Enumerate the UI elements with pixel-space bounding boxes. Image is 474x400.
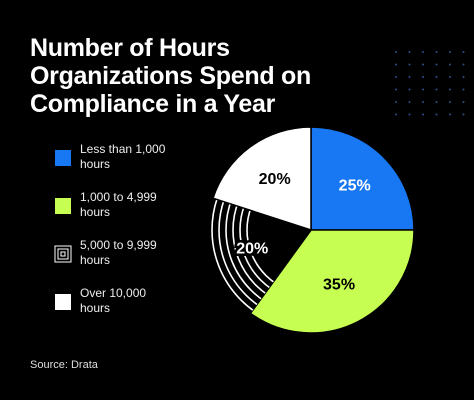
legend-label: 5,000 to 9,999 hours (80, 238, 157, 267)
decor-dot (422, 101, 424, 103)
data-label: 20% (259, 171, 291, 188)
decor-dot (395, 51, 397, 53)
decor-dot (395, 113, 397, 116)
hatch-arc (232, 198, 311, 309)
decor-dot (449, 63, 451, 66)
hatch-arc (225, 198, 311, 314)
hatch (211, 198, 311, 314)
decor-dot (395, 76, 397, 78)
decor-dot (408, 51, 411, 53)
pie-slice (249, 229, 415, 334)
decor-dot (435, 88, 438, 91)
decor-dot (422, 113, 424, 116)
hatch-arc (239, 198, 311, 302)
legend-hatch (60, 251, 66, 257)
data-label: 35% (323, 276, 355, 293)
data-label: 20% (236, 240, 268, 257)
chart-title: Number of Hours Organizations Spend on C… (30, 34, 311, 118)
decor-dot (422, 76, 424, 78)
decor-dot (408, 113, 411, 116)
decor-dot (408, 76, 411, 78)
decor-dot (422, 63, 424, 66)
decor-dot (435, 63, 438, 66)
pie-slice (212, 126, 312, 232)
pie-slice (310, 126, 415, 231)
decor-dot (408, 101, 411, 103)
legend-swatch (55, 294, 71, 310)
legend-swatch (54, 245, 72, 263)
decor-dot (462, 88, 465, 91)
decor-dot (449, 101, 451, 103)
decor-dot (462, 63, 465, 66)
decor-dot (435, 76, 438, 78)
hatch-arc (211, 198, 311, 314)
decor-dot (422, 88, 424, 91)
decor-dot (462, 76, 465, 78)
decor-dot (395, 63, 397, 66)
data-label: 25% (339, 178, 371, 195)
legend-label: 1,000 to 4,999 hours (80, 190, 157, 219)
legend-label: Less than 1,000 hours (80, 142, 166, 171)
decor-dot (449, 51, 451, 53)
legend-swatch (55, 150, 71, 166)
decor-dot (422, 51, 424, 53)
decor-dot (435, 51, 438, 53)
decor-dot (462, 101, 465, 103)
hatch-arc (246, 198, 311, 295)
decor-dot (408, 63, 411, 66)
decor-dot (395, 88, 397, 91)
decor-dot (449, 88, 451, 91)
legend-label: Over 10,000 hours (80, 286, 147, 315)
decor-dot (395, 101, 397, 103)
decor-dot (449, 76, 451, 78)
decor-dot (449, 113, 451, 116)
decor-dot (462, 113, 465, 116)
decor-dot (462, 51, 465, 53)
hatch-arc (218, 198, 311, 314)
source-note: Source: Drata (30, 359, 98, 371)
legend-swatch (55, 198, 71, 214)
decor-dot (435, 113, 438, 116)
decor-dot (408, 88, 411, 91)
legend-hatch (57, 248, 69, 260)
decor-dot (435, 101, 438, 103)
